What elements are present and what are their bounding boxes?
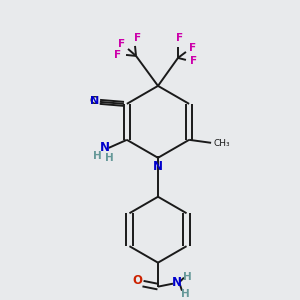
Text: F: F: [189, 43, 197, 53]
Text: H: H: [92, 151, 101, 161]
Text: F: F: [134, 33, 142, 43]
Text: F: F: [115, 50, 122, 60]
Text: H: H: [181, 289, 189, 298]
Text: N: N: [153, 160, 163, 173]
Text: F: F: [176, 33, 184, 43]
Text: O: O: [132, 274, 142, 287]
Text: F: F: [190, 56, 197, 66]
Text: N: N: [100, 141, 110, 154]
Text: H: H: [183, 272, 191, 282]
Text: H: H: [104, 153, 113, 163]
Text: F: F: [118, 39, 126, 49]
Text: N: N: [172, 276, 182, 289]
Text: C: C: [90, 96, 98, 106]
Text: CH₃: CH₃: [213, 139, 230, 148]
Text: N: N: [90, 96, 99, 106]
